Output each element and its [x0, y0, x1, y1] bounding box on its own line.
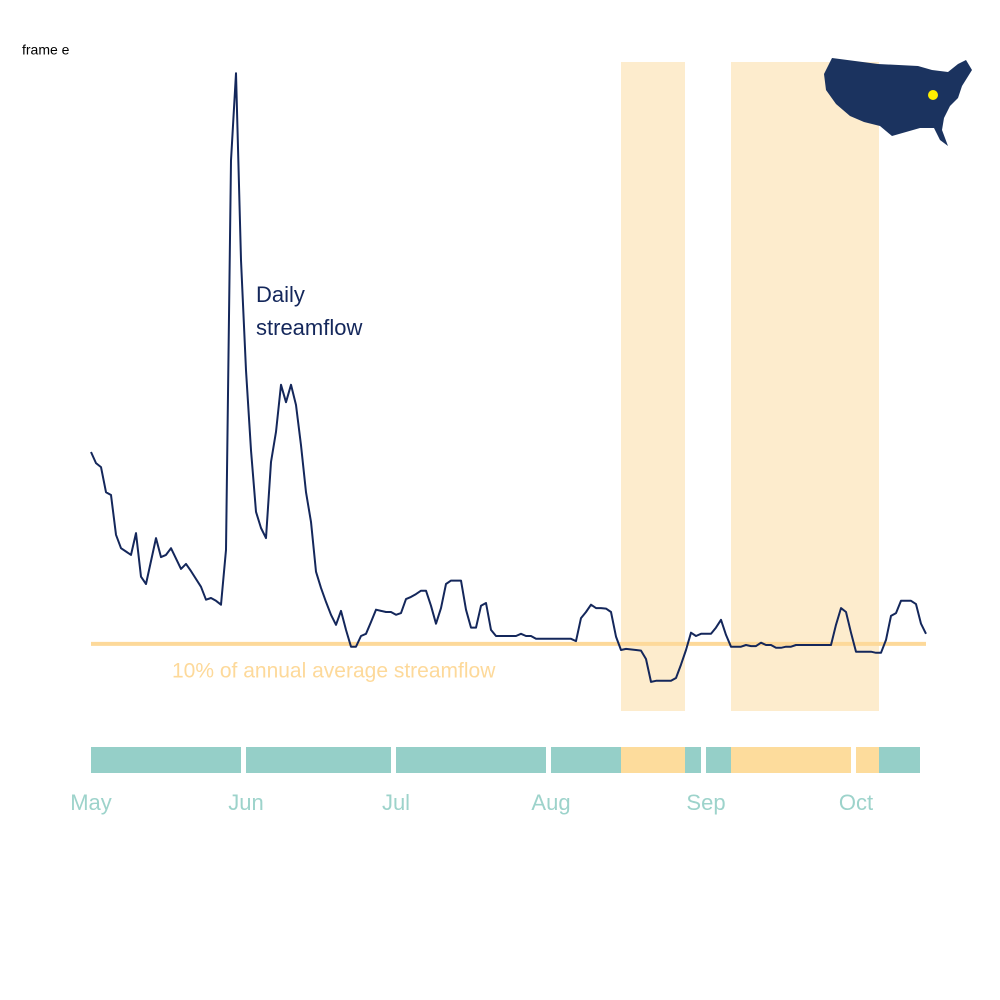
x-tick-label: May [70, 790, 112, 815]
map-shape [824, 58, 972, 146]
status-drought [621, 747, 685, 773]
series-label: Daily [256, 282, 305, 307]
status-drought [731, 747, 879, 773]
status-segment [91, 747, 241, 773]
us-map-inset [824, 58, 972, 146]
x-tick-label: Aug [531, 790, 570, 815]
x-tick-label: Jun [228, 790, 263, 815]
status-segment [396, 747, 546, 773]
series-label: streamflow [256, 315, 362, 340]
threshold-label: 10% of annual average streamflow [172, 659, 496, 682]
month-gap [546, 747, 551, 773]
x-tick-label: Oct [839, 790, 873, 815]
month-gap [851, 747, 856, 773]
drought-band [731, 62, 879, 711]
streamflow-line [90, 72, 927, 683]
month-gap [701, 747, 706, 773]
frame-label: frame e [22, 42, 70, 58]
month-gap [241, 747, 246, 773]
map-location [928, 90, 938, 100]
x-tick-label: Jul [382, 790, 410, 815]
drought-band [621, 62, 685, 711]
status-segment [246, 747, 391, 773]
month-gap [391, 747, 396, 773]
x-tick-label: Sep [686, 790, 725, 815]
